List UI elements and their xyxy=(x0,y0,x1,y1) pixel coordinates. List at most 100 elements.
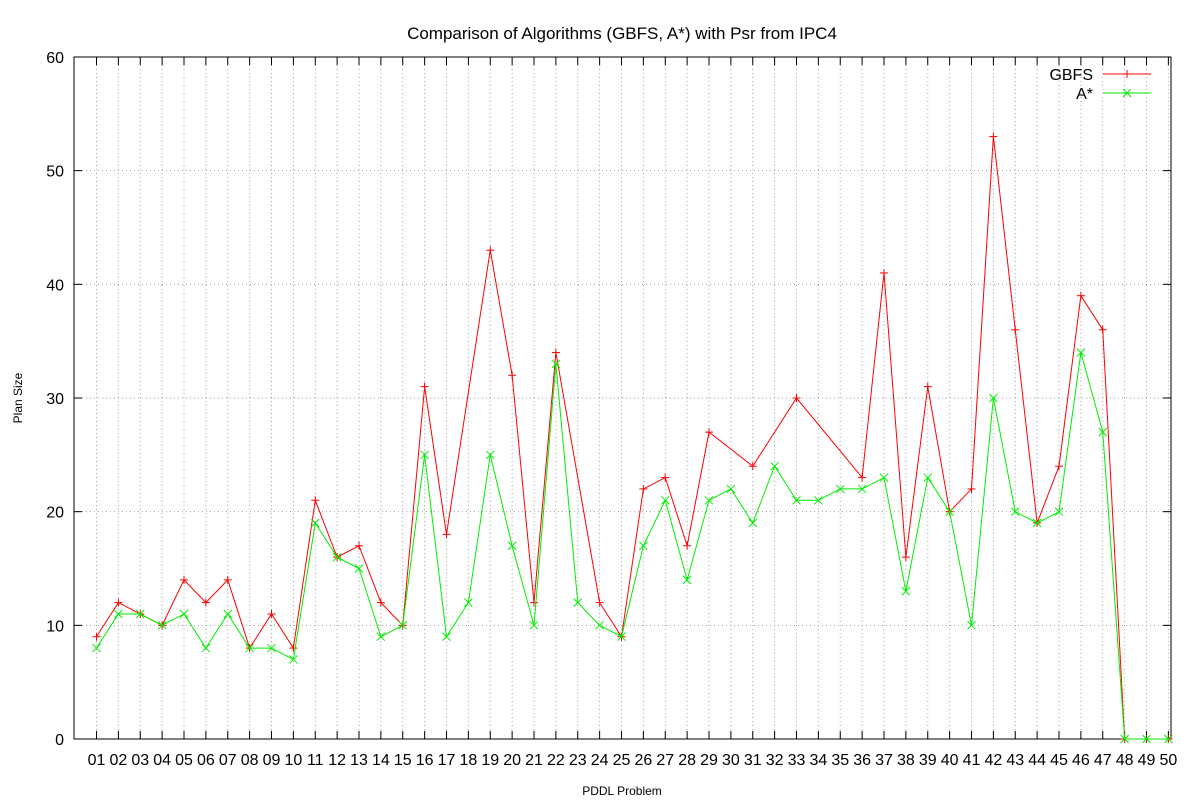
data-point-gbfs xyxy=(880,268,888,277)
data-point-astar xyxy=(792,495,801,505)
y-tick-label: 50 xyxy=(46,164,64,181)
y-tick-label: 40 xyxy=(46,277,64,294)
data-point-astar xyxy=(1164,734,1173,744)
data-point-gbfs xyxy=(858,473,867,482)
y-tick-label: 0 xyxy=(55,732,64,749)
x-tick-label: 03 xyxy=(131,752,149,769)
x-tick-label: 36 xyxy=(853,752,871,769)
data-point-astar xyxy=(398,620,408,630)
data-point-astar xyxy=(989,393,998,403)
data-point-astar xyxy=(923,473,933,482)
data-point-astar xyxy=(814,495,823,505)
x-tick-label: 08 xyxy=(241,752,259,769)
x-tick-label: 31 xyxy=(744,752,762,769)
data-point-astar xyxy=(726,484,736,494)
data-point-astar xyxy=(223,609,233,619)
x-tick-label: 19 xyxy=(481,752,499,769)
data-point-astar xyxy=(289,655,298,664)
data-point-gbfs xyxy=(442,530,451,539)
x-tick-label: 46 xyxy=(1072,752,1090,769)
legend-marker-gbfs xyxy=(1103,70,1151,78)
data-point-astar xyxy=(682,575,692,585)
data-point-gbfs xyxy=(683,541,692,550)
data-point-gbfs xyxy=(923,382,932,391)
legend-label-gbfs: GBFS xyxy=(1049,67,1093,84)
data-point-gbfs xyxy=(486,246,495,255)
data-point-astar xyxy=(945,507,954,517)
data-point-gbfs xyxy=(967,484,976,493)
data-point-astar xyxy=(879,473,889,482)
data-point-astar xyxy=(1142,734,1151,744)
legend-marker-astar xyxy=(1103,88,1151,98)
x-tick-label: 22 xyxy=(547,752,565,769)
x-tick-label: 37 xyxy=(875,752,893,769)
x-tick-label: 02 xyxy=(109,752,127,769)
data-point-gbfs xyxy=(267,609,276,618)
data-point-astar xyxy=(157,620,167,630)
data-point-astar xyxy=(967,620,976,630)
series-line-gbfs xyxy=(96,136,1169,740)
data-point-gbfs xyxy=(661,473,670,482)
data-point-gbfs xyxy=(551,348,560,357)
x-tick-label: 29 xyxy=(700,752,718,769)
data-point-gbfs xyxy=(114,598,123,607)
x-tick-label: 41 xyxy=(963,752,981,769)
x-tick-label: 35 xyxy=(831,752,849,769)
x-tick-label: 43 xyxy=(1006,752,1024,769)
x-tick-label: 23 xyxy=(569,752,587,769)
data-point-astar xyxy=(901,586,911,596)
x-tick-label: 17 xyxy=(438,752,456,769)
data-point-astar xyxy=(114,609,123,619)
data-point-astar xyxy=(857,484,867,494)
data-point-gbfs xyxy=(376,598,385,607)
x-tick-label: 24 xyxy=(591,752,609,769)
data-point-gbfs xyxy=(705,428,713,437)
data-point-gbfs xyxy=(530,598,538,607)
series-line-astar xyxy=(96,352,1169,740)
series-layer xyxy=(92,132,1173,744)
data-point-astar xyxy=(748,518,758,528)
data-point-gbfs xyxy=(420,382,429,391)
x-tick-label: 10 xyxy=(284,752,302,769)
data-point-gbfs xyxy=(748,462,757,471)
data-point-astar xyxy=(639,541,648,551)
x-tick-label: 12 xyxy=(328,752,346,769)
x-tick-label: 20 xyxy=(503,752,521,769)
x-tick-label: 34 xyxy=(809,752,827,769)
data-point-astar xyxy=(464,598,473,607)
x-tick-label: 15 xyxy=(394,752,412,769)
legend-label-astar: A* xyxy=(1076,86,1093,103)
data-point-astar xyxy=(310,518,320,528)
x-tick-label: 21 xyxy=(525,752,543,769)
x-tick-label: 38 xyxy=(897,752,915,769)
y-tick-label: 10 xyxy=(46,618,64,635)
data-point-astar xyxy=(179,609,189,619)
x-tick-label: 30 xyxy=(722,752,740,769)
data-point-astar xyxy=(770,461,779,471)
x-tick-label: 06 xyxy=(197,752,215,769)
x-tick-label: 11 xyxy=(307,752,324,769)
data-point-astar xyxy=(704,495,714,505)
x-tick-label: 04 xyxy=(153,752,171,769)
legend-point xyxy=(1123,70,1131,78)
data-point-astar xyxy=(573,598,583,607)
data-point-astar xyxy=(529,620,539,630)
x-tick-label: 50 xyxy=(1159,752,1177,769)
y-tick-label: 30 xyxy=(46,391,64,408)
x-tick-label: 47 xyxy=(1094,752,1112,769)
x-tick-label: 18 xyxy=(459,752,477,769)
data-point-astar xyxy=(420,450,429,460)
x-tick-label: 49 xyxy=(1138,752,1156,769)
x-tick-label: 40 xyxy=(941,752,959,769)
legend-point xyxy=(1122,88,1132,98)
data-point-astar xyxy=(1010,507,1020,517)
data-point-gbfs xyxy=(792,394,801,402)
data-point-gbfs xyxy=(508,371,517,380)
x-tick-label: 09 xyxy=(263,752,281,769)
x-tick-label: 25 xyxy=(613,752,631,769)
y-tick-label: 20 xyxy=(46,505,64,522)
data-point-astar xyxy=(442,632,451,642)
data-point-gbfs xyxy=(201,598,210,607)
